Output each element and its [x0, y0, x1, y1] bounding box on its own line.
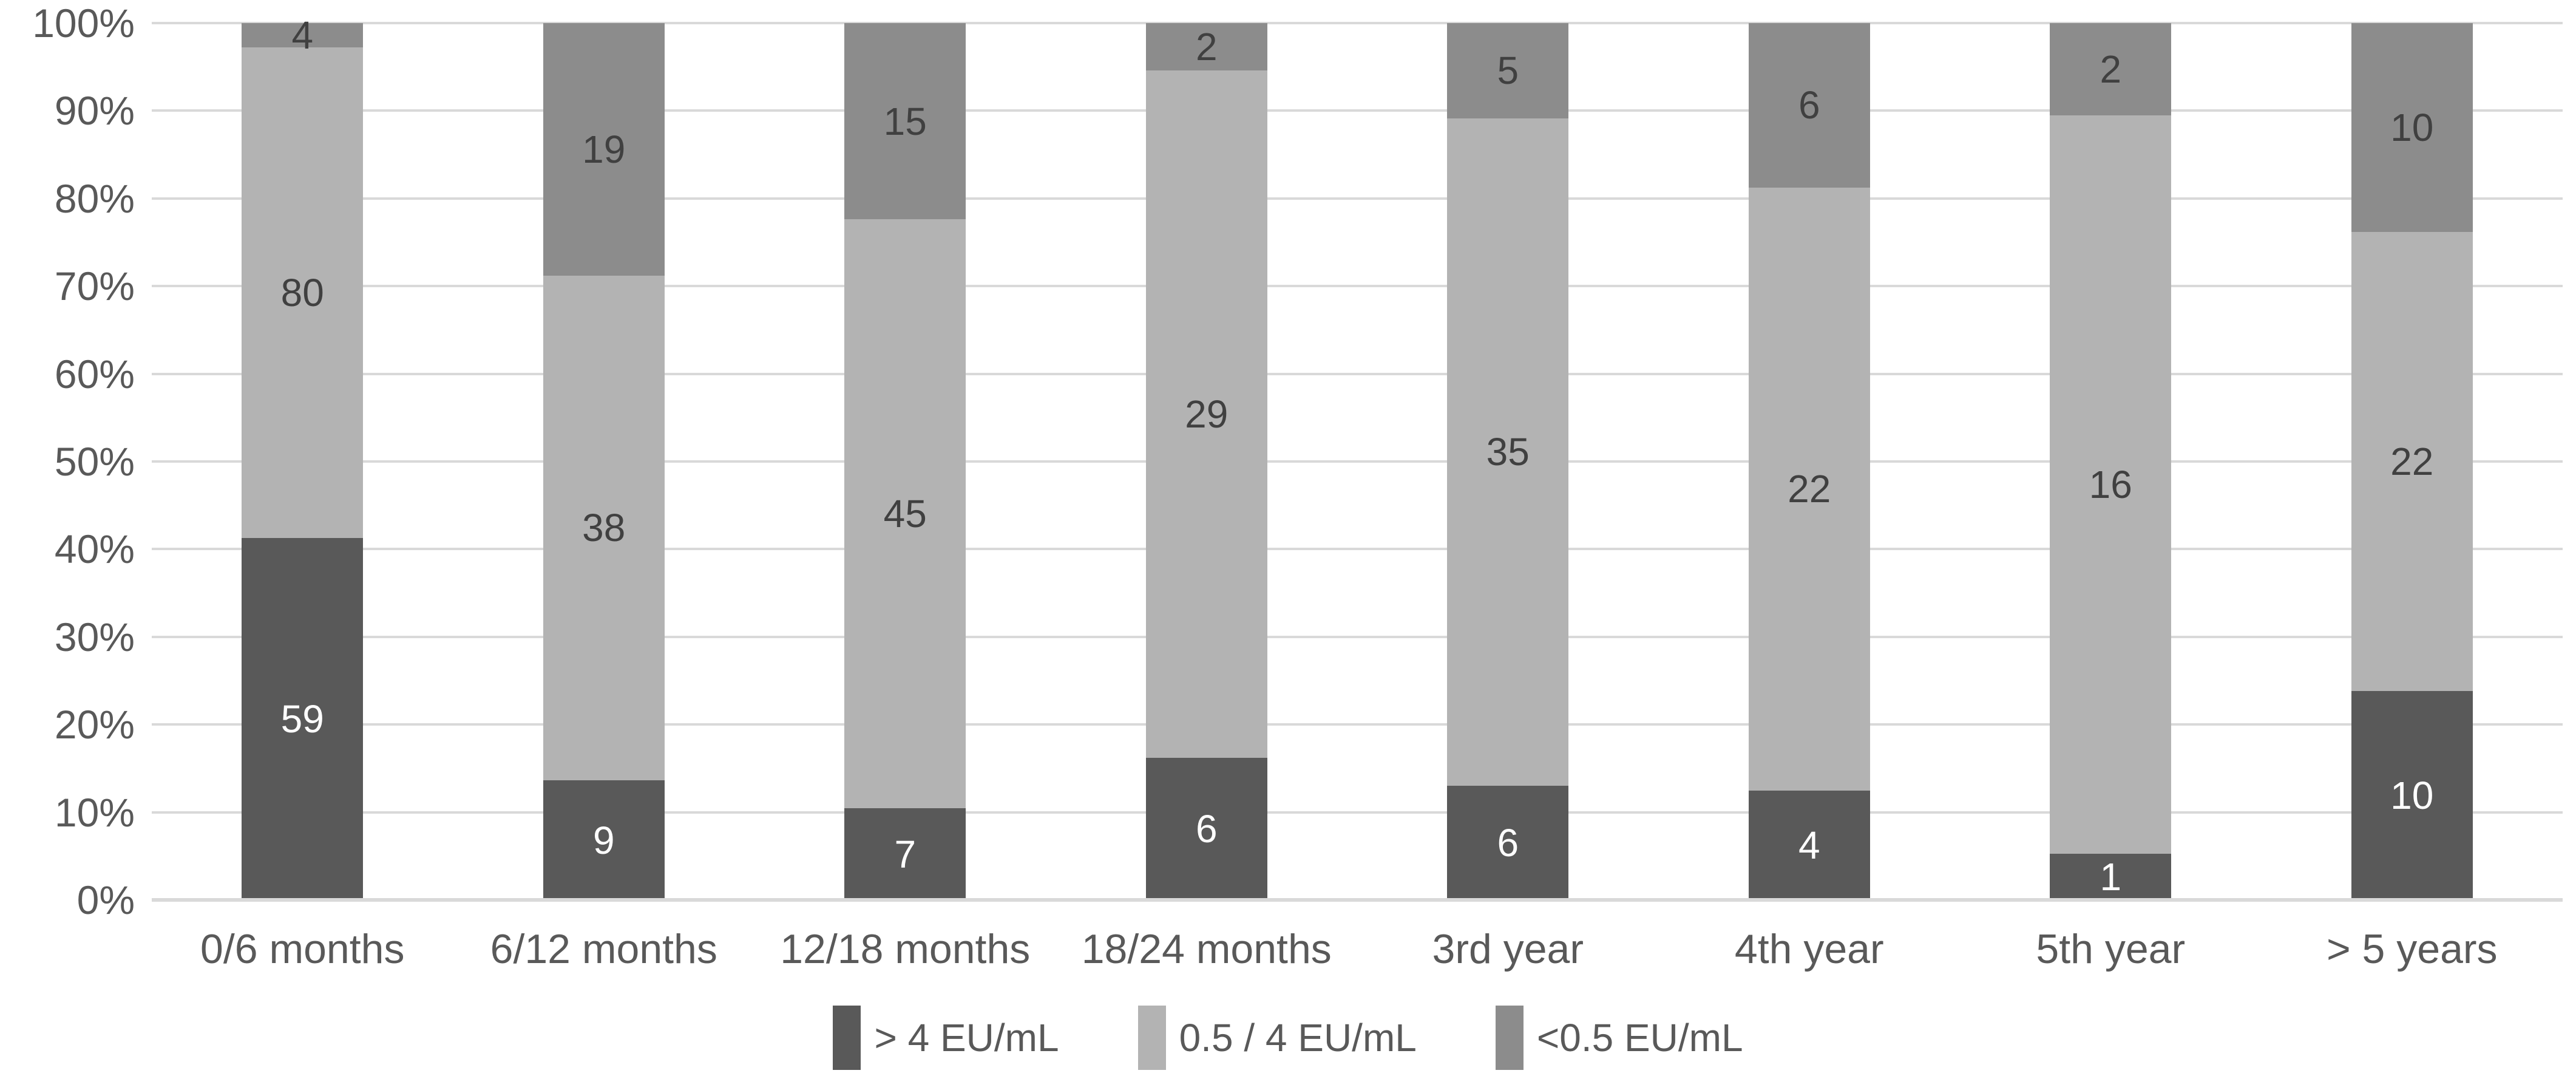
bars-container: 59 80 4 9 38 19 7 45 15 6 29 2 6 35 5 4 22 6 1 16 2 10 22 10 [152, 16, 2563, 900]
plot-area: 59 80 4 9 38 19 7 45 15 6 29 2 6 35 5 4 22 6 1 16 2 10 22 10 0%… [32, 3, 2563, 920]
bar-segment: 7 [844, 808, 966, 900]
bar-slot: 7 45 15 [754, 23, 1056, 900]
bar-segment: 9 [543, 780, 665, 900]
bar-segment: 2 [1145, 23, 1267, 71]
bar-segment: 45 [844, 219, 966, 809]
bar-segment: 2 [2050, 23, 2172, 115]
gridline-10 [152, 811, 2563, 814]
bar-segment: 4 [1748, 790, 1870, 900]
bar-slot: 4 22 6 [1659, 23, 1961, 900]
gridline-20 [152, 723, 2563, 726]
bar-slot: 6 35 5 [1357, 23, 1659, 900]
bar-segment: 29 [1145, 70, 1267, 758]
bar-segment: 38 [543, 275, 665, 781]
bar-slot: 59 80 4 [152, 16, 453, 900]
legend: > 4 EU/mL 0.5 / 4 EU/mL <0.5 EU/mL [0, 1006, 2576, 1070]
bar-segment: 22 [2351, 231, 2473, 692]
gridline-30 [152, 635, 2563, 638]
x-axis-category-label: 12/18 months [780, 926, 1031, 972]
x-axis-category-label: 18/24 months [1081, 926, 1332, 972]
legend-item: > 4 EU/mL [833, 1006, 1059, 1070]
bar-segment: 80 [242, 47, 364, 539]
gridline-0 [152, 898, 2563, 902]
gridline-40 [152, 548, 2563, 551]
stacked-bar: 59 80 4 [242, 16, 364, 900]
bar-slot: 1 16 2 [1960, 23, 2262, 900]
bar-segment: 6 [1748, 23, 1870, 188]
legend-color-swatch-icon [1495, 1006, 1524, 1070]
x-axis-category-label: 5th year [2036, 926, 2186, 972]
x-axis-category-label: 3rd year [1432, 926, 1584, 972]
bar-segment: 6 [1447, 785, 1569, 900]
bar-segment: 5 [1447, 23, 1569, 118]
stacked-bar: 9 38 19 [543, 23, 665, 900]
x-axis-labels: 0/6 months 6/12 months 12/18 months 18/24 m… [152, 925, 2563, 973]
legend-label: 0.5 / 4 EU/mL [1179, 1016, 1417, 1060]
bar-segment: 35 [1447, 118, 1569, 786]
bar-segment: 15 [844, 23, 966, 220]
legend-color-swatch-icon [1137, 1006, 1166, 1070]
legend-label: <0.5 EU/mL [1536, 1016, 1743, 1060]
gridline-100 [152, 22, 2563, 24]
stacked-bar: 6 35 5 [1447, 23, 1569, 900]
stacked-bar: 4 22 6 [1748, 23, 1870, 900]
gridline-50 [152, 460, 2563, 463]
gridline-60 [152, 372, 2563, 375]
bar-slot: 10 22 10 [2262, 23, 2563, 900]
x-axis-category-label: 0/6 months [200, 926, 405, 972]
legend-color-swatch-icon [833, 1006, 861, 1070]
stacked-bar: 1 16 2 [2050, 23, 2172, 900]
bar-segment: 10 [2351, 23, 2473, 232]
stacked-bar: 7 45 15 [844, 23, 966, 900]
legend-item: 0.5 / 4 EU/mL [1137, 1006, 1417, 1070]
gridline-70 [152, 285, 2563, 288]
bar-slot: 6 29 2 [1056, 23, 1358, 900]
bar-segment: 4 [242, 16, 364, 55]
bar-segment: 1 [2050, 854, 2172, 900]
bar-segment: 19 [543, 23, 665, 276]
stacked-bar: 10 22 10 [2351, 23, 2473, 900]
gridline-80 [152, 197, 2563, 200]
bar-segment: 10 [2351, 691, 2473, 900]
x-axis-category-label: > 5 years [2326, 926, 2498, 972]
legend-item: <0.5 EU/mL [1495, 1006, 1743, 1070]
legend-label: > 4 EU/mL [874, 1016, 1059, 1060]
bar-segment: 22 [1748, 187, 1870, 791]
x-axis-category-label: 6/12 months [490, 926, 717, 972]
stacked-bar: 6 29 2 [1145, 23, 1267, 900]
gridline-90 [152, 109, 2563, 112]
bar-segment: 16 [2050, 115, 2172, 854]
bar-segment: 59 [242, 538, 364, 900]
x-axis-category-label: 4th year [1734, 926, 1884, 972]
bar-segment: 6 [1145, 757, 1267, 900]
bar-slot: 9 38 19 [453, 23, 755, 900]
